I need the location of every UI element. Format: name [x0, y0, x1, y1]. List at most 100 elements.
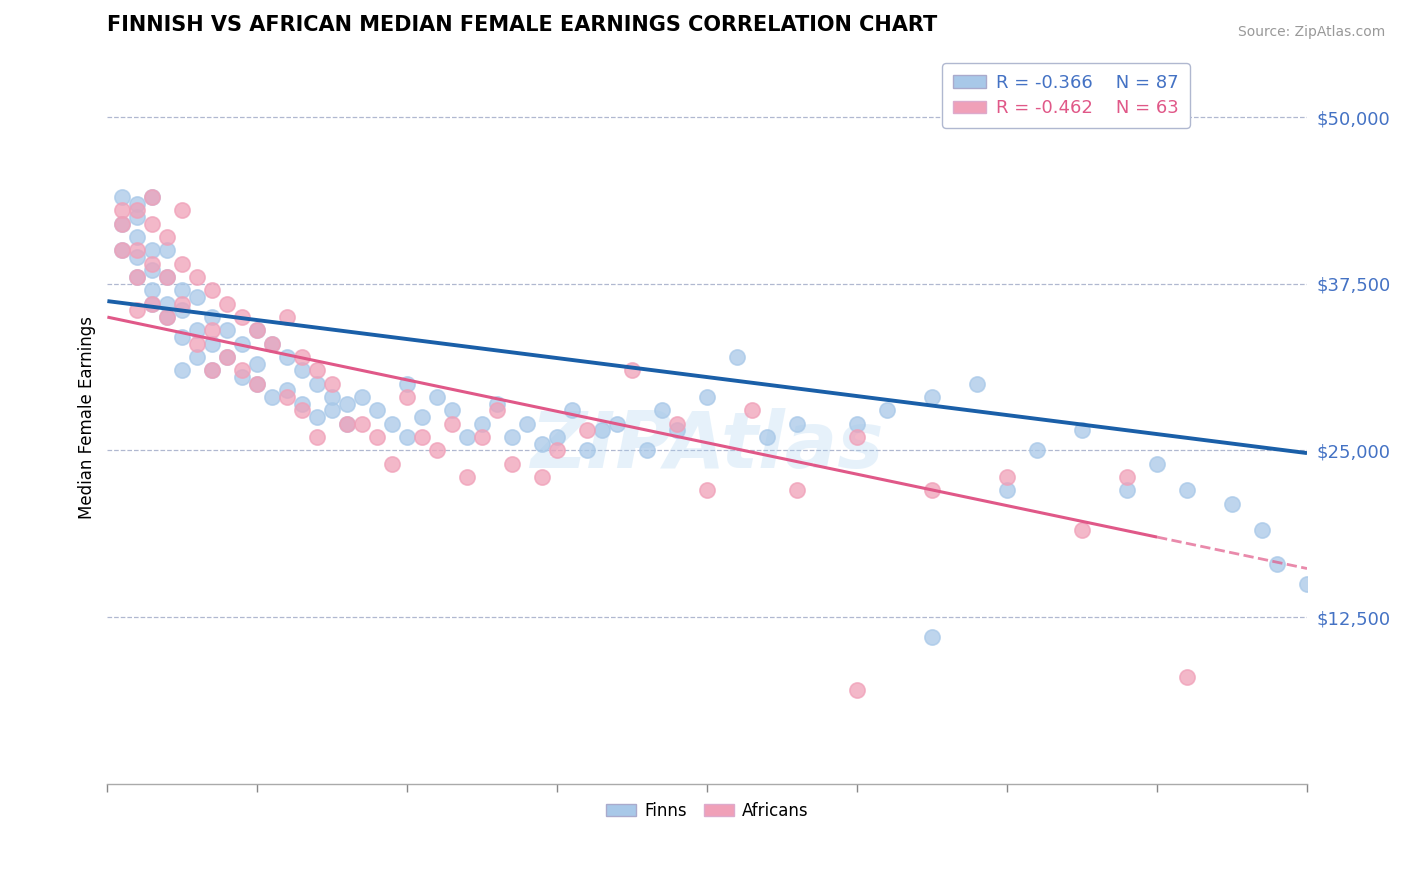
- Point: [307, 410, 329, 425]
- Point: [666, 417, 689, 431]
- Point: [231, 363, 253, 377]
- Point: [1265, 557, 1288, 571]
- Point: [456, 430, 478, 444]
- Point: [186, 336, 208, 351]
- Point: [111, 190, 134, 204]
- Point: [531, 470, 554, 484]
- Point: [127, 196, 149, 211]
- Point: [201, 363, 224, 377]
- Point: [246, 376, 269, 391]
- Point: [276, 390, 298, 404]
- Point: [1175, 483, 1198, 498]
- Point: [186, 290, 208, 304]
- Point: [172, 363, 194, 377]
- Point: [201, 323, 224, 337]
- Text: Source: ZipAtlas.com: Source: ZipAtlas.com: [1237, 25, 1385, 39]
- Point: [1116, 470, 1139, 484]
- Point: [531, 436, 554, 450]
- Legend: Finns, Africans: Finns, Africans: [599, 796, 815, 827]
- Point: [591, 424, 613, 438]
- Point: [276, 350, 298, 364]
- Point: [127, 203, 149, 218]
- Point: [186, 350, 208, 364]
- Point: [486, 403, 509, 417]
- Point: [336, 417, 359, 431]
- Point: [156, 297, 179, 311]
- Point: [172, 257, 194, 271]
- Point: [486, 397, 509, 411]
- Point: [621, 363, 644, 377]
- Point: [921, 483, 943, 498]
- Point: [786, 483, 808, 498]
- Y-axis label: Median Female Earnings: Median Female Earnings: [79, 316, 96, 518]
- Point: [426, 390, 449, 404]
- Text: ZIPAtlas: ZIPAtlas: [530, 409, 884, 484]
- Point: [696, 390, 718, 404]
- Point: [441, 403, 464, 417]
- Point: [262, 336, 284, 351]
- Point: [291, 363, 314, 377]
- Point: [172, 203, 194, 218]
- Point: [1251, 524, 1274, 538]
- Point: [201, 363, 224, 377]
- Point: [426, 443, 449, 458]
- Point: [156, 310, 179, 324]
- Point: [725, 350, 748, 364]
- Point: [366, 403, 388, 417]
- Point: [786, 417, 808, 431]
- Point: [966, 376, 988, 391]
- Point: [321, 403, 343, 417]
- Point: [576, 424, 599, 438]
- Point: [141, 217, 163, 231]
- Point: [636, 443, 658, 458]
- Point: [561, 403, 583, 417]
- Point: [1146, 457, 1168, 471]
- Point: [546, 430, 568, 444]
- Point: [201, 310, 224, 324]
- Point: [172, 297, 194, 311]
- Point: [262, 390, 284, 404]
- Point: [471, 430, 494, 444]
- Point: [127, 270, 149, 285]
- Point: [336, 417, 359, 431]
- Point: [141, 190, 163, 204]
- Point: [111, 244, 134, 258]
- Point: [141, 190, 163, 204]
- Point: [246, 323, 269, 337]
- Point: [396, 376, 419, 391]
- Point: [352, 417, 374, 431]
- Point: [396, 430, 419, 444]
- Point: [1071, 524, 1094, 538]
- Point: [217, 297, 239, 311]
- Point: [246, 376, 269, 391]
- Point: [876, 403, 898, 417]
- Point: [111, 217, 134, 231]
- Point: [921, 390, 943, 404]
- Point: [471, 417, 494, 431]
- Point: [1116, 483, 1139, 498]
- Point: [846, 417, 869, 431]
- Point: [995, 470, 1018, 484]
- Point: [501, 457, 523, 471]
- Point: [352, 390, 374, 404]
- Point: [307, 363, 329, 377]
- Point: [186, 270, 208, 285]
- Point: [321, 376, 343, 391]
- Point: [276, 384, 298, 398]
- Point: [995, 483, 1018, 498]
- Point: [1026, 443, 1049, 458]
- Point: [606, 417, 628, 431]
- Point: [291, 350, 314, 364]
- Point: [1071, 424, 1094, 438]
- Point: [291, 403, 314, 417]
- Point: [156, 310, 179, 324]
- Point: [846, 683, 869, 698]
- Point: [307, 376, 329, 391]
- Point: [172, 284, 194, 298]
- Point: [127, 270, 149, 285]
- Point: [217, 350, 239, 364]
- Point: [441, 417, 464, 431]
- Point: [501, 430, 523, 444]
- Point: [141, 297, 163, 311]
- Point: [246, 323, 269, 337]
